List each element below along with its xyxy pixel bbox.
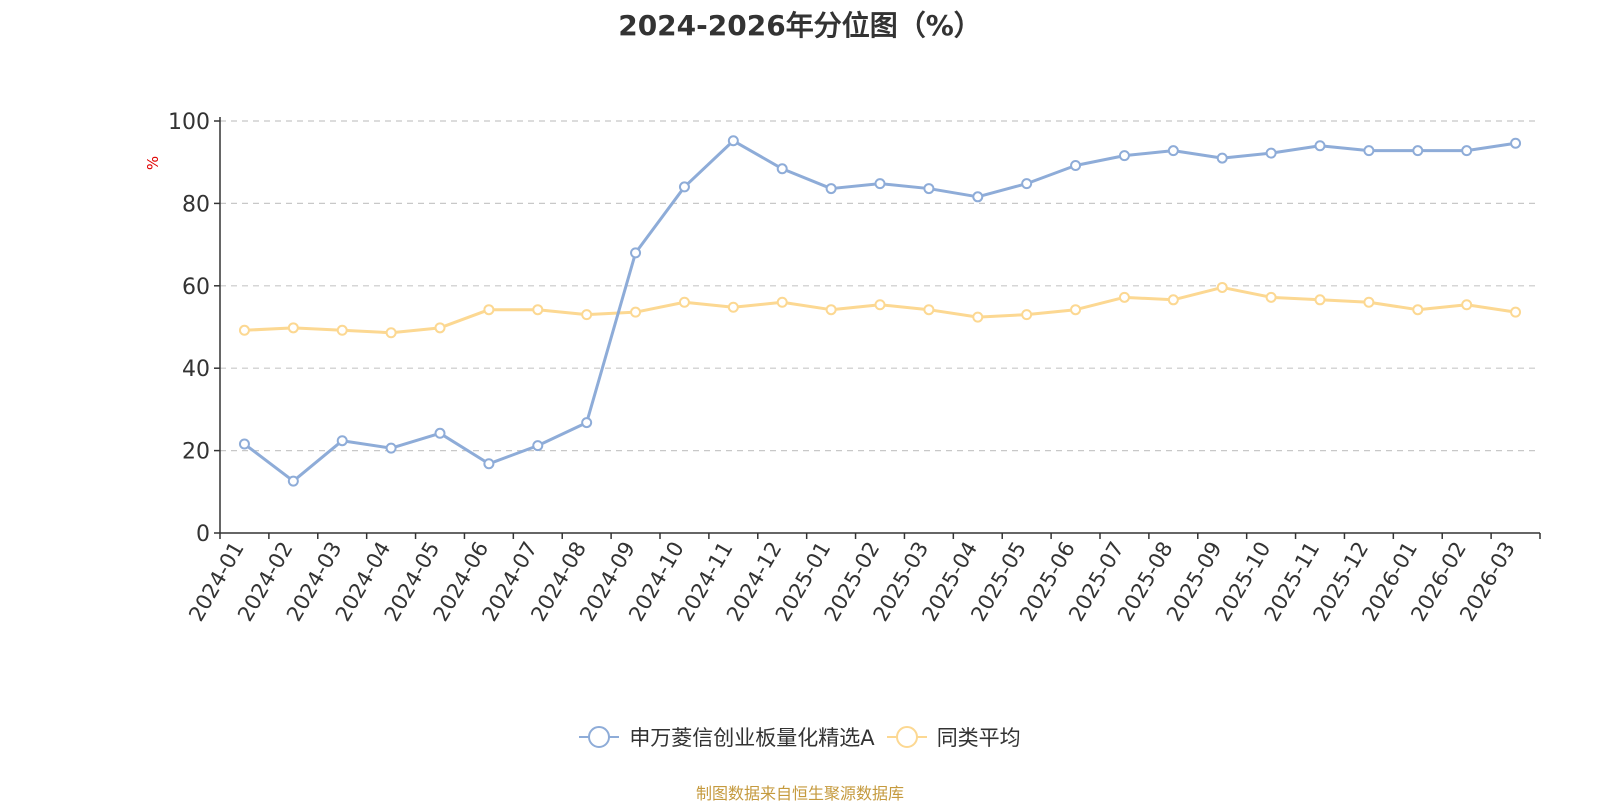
data-point[interactable] [287,475,299,487]
data-point[interactable] [336,435,348,447]
data-point[interactable] [1021,178,1033,190]
data-point[interactable] [1461,145,1473,157]
legend: 申万菱信创业板量化精选A 同类平均 [0,722,1600,752]
data-point[interactable] [1070,304,1082,316]
data-point[interactable] [1070,159,1082,171]
data-point[interactable] [287,322,299,334]
data-point[interactable] [1216,152,1228,164]
data-point[interactable] [1510,306,1522,318]
data-point[interactable] [1167,294,1179,306]
data-point[interactable] [923,304,935,316]
data-point[interactable] [434,427,446,439]
data-point[interactable] [532,440,544,452]
data-point[interactable] [1314,294,1326,306]
data-point[interactable] [776,163,788,175]
data-point[interactable] [385,442,397,454]
data-point[interactable] [581,417,593,429]
chart-title: 2024-2026年分位图（%） [618,9,982,42]
data-point[interactable] [483,304,495,316]
data-point[interactable] [1118,150,1130,162]
data-point[interactable] [1118,291,1130,303]
data-point[interactable] [972,311,984,323]
data-point[interactable] [336,324,348,336]
y-tick-label: 100 [168,110,210,135]
y-tick-label: 20 [182,440,210,465]
legend-item-series-2[interactable]: 同类平均 [886,722,1021,752]
y-tick-label: 80 [182,192,210,217]
legend-item-series-1[interactable]: 申万菱信创业板量化精选A [579,722,875,752]
data-point[interactable] [678,296,690,308]
data-point[interactable] [727,301,739,313]
y-tick-label: 40 [182,357,210,382]
data-point[interactable] [678,181,690,193]
legend-marker-series-2 [886,726,927,748]
series-line-1 [243,139,1516,483]
data-point[interactable] [923,183,935,195]
data-point[interactable] [1363,145,1375,157]
y-tick-label: 60 [182,275,210,300]
data-point[interactable] [874,299,886,311]
source-note: 制图数据来自恒生聚源数据库 [695,784,904,803]
data-point[interactable] [1314,140,1326,152]
data-point[interactable] [581,309,593,321]
legend-label-series-1: 申万菱信创业板量化精选A [629,726,875,750]
data-point[interactable] [1167,145,1179,157]
gridlines [220,120,1540,452]
data-point[interactable] [1265,291,1277,303]
data-point[interactable] [385,327,397,339]
data-point[interactable] [874,178,886,190]
data-point[interactable] [1363,296,1375,308]
data-point[interactable] [1412,145,1424,157]
data-point[interactable] [483,458,495,470]
series-lines [238,135,1522,487]
data-point[interactable] [727,135,739,147]
data-point[interactable] [238,438,250,450]
data-point[interactable] [1510,137,1522,149]
data-point[interactable] [1021,309,1033,321]
legend-label-series-2: 同类平均 [936,726,1021,750]
data-point[interactable] [776,296,788,308]
data-point[interactable] [1265,147,1277,159]
data-point[interactable] [1461,299,1473,311]
data-point[interactable] [1216,281,1228,293]
y-tick-label: 0 [196,522,210,547]
y-axis-label: % [144,156,162,170]
data-point[interactable] [1412,304,1424,316]
data-point[interactable] [434,322,446,334]
data-point[interactable] [630,306,642,318]
data-point[interactable] [532,304,544,316]
data-point[interactable] [825,304,837,316]
data-point[interactable] [238,324,250,336]
data-point[interactable] [630,247,642,259]
data-point[interactable] [972,191,984,203]
legend-marker-series-1 [579,726,620,748]
data-point[interactable] [825,183,837,195]
